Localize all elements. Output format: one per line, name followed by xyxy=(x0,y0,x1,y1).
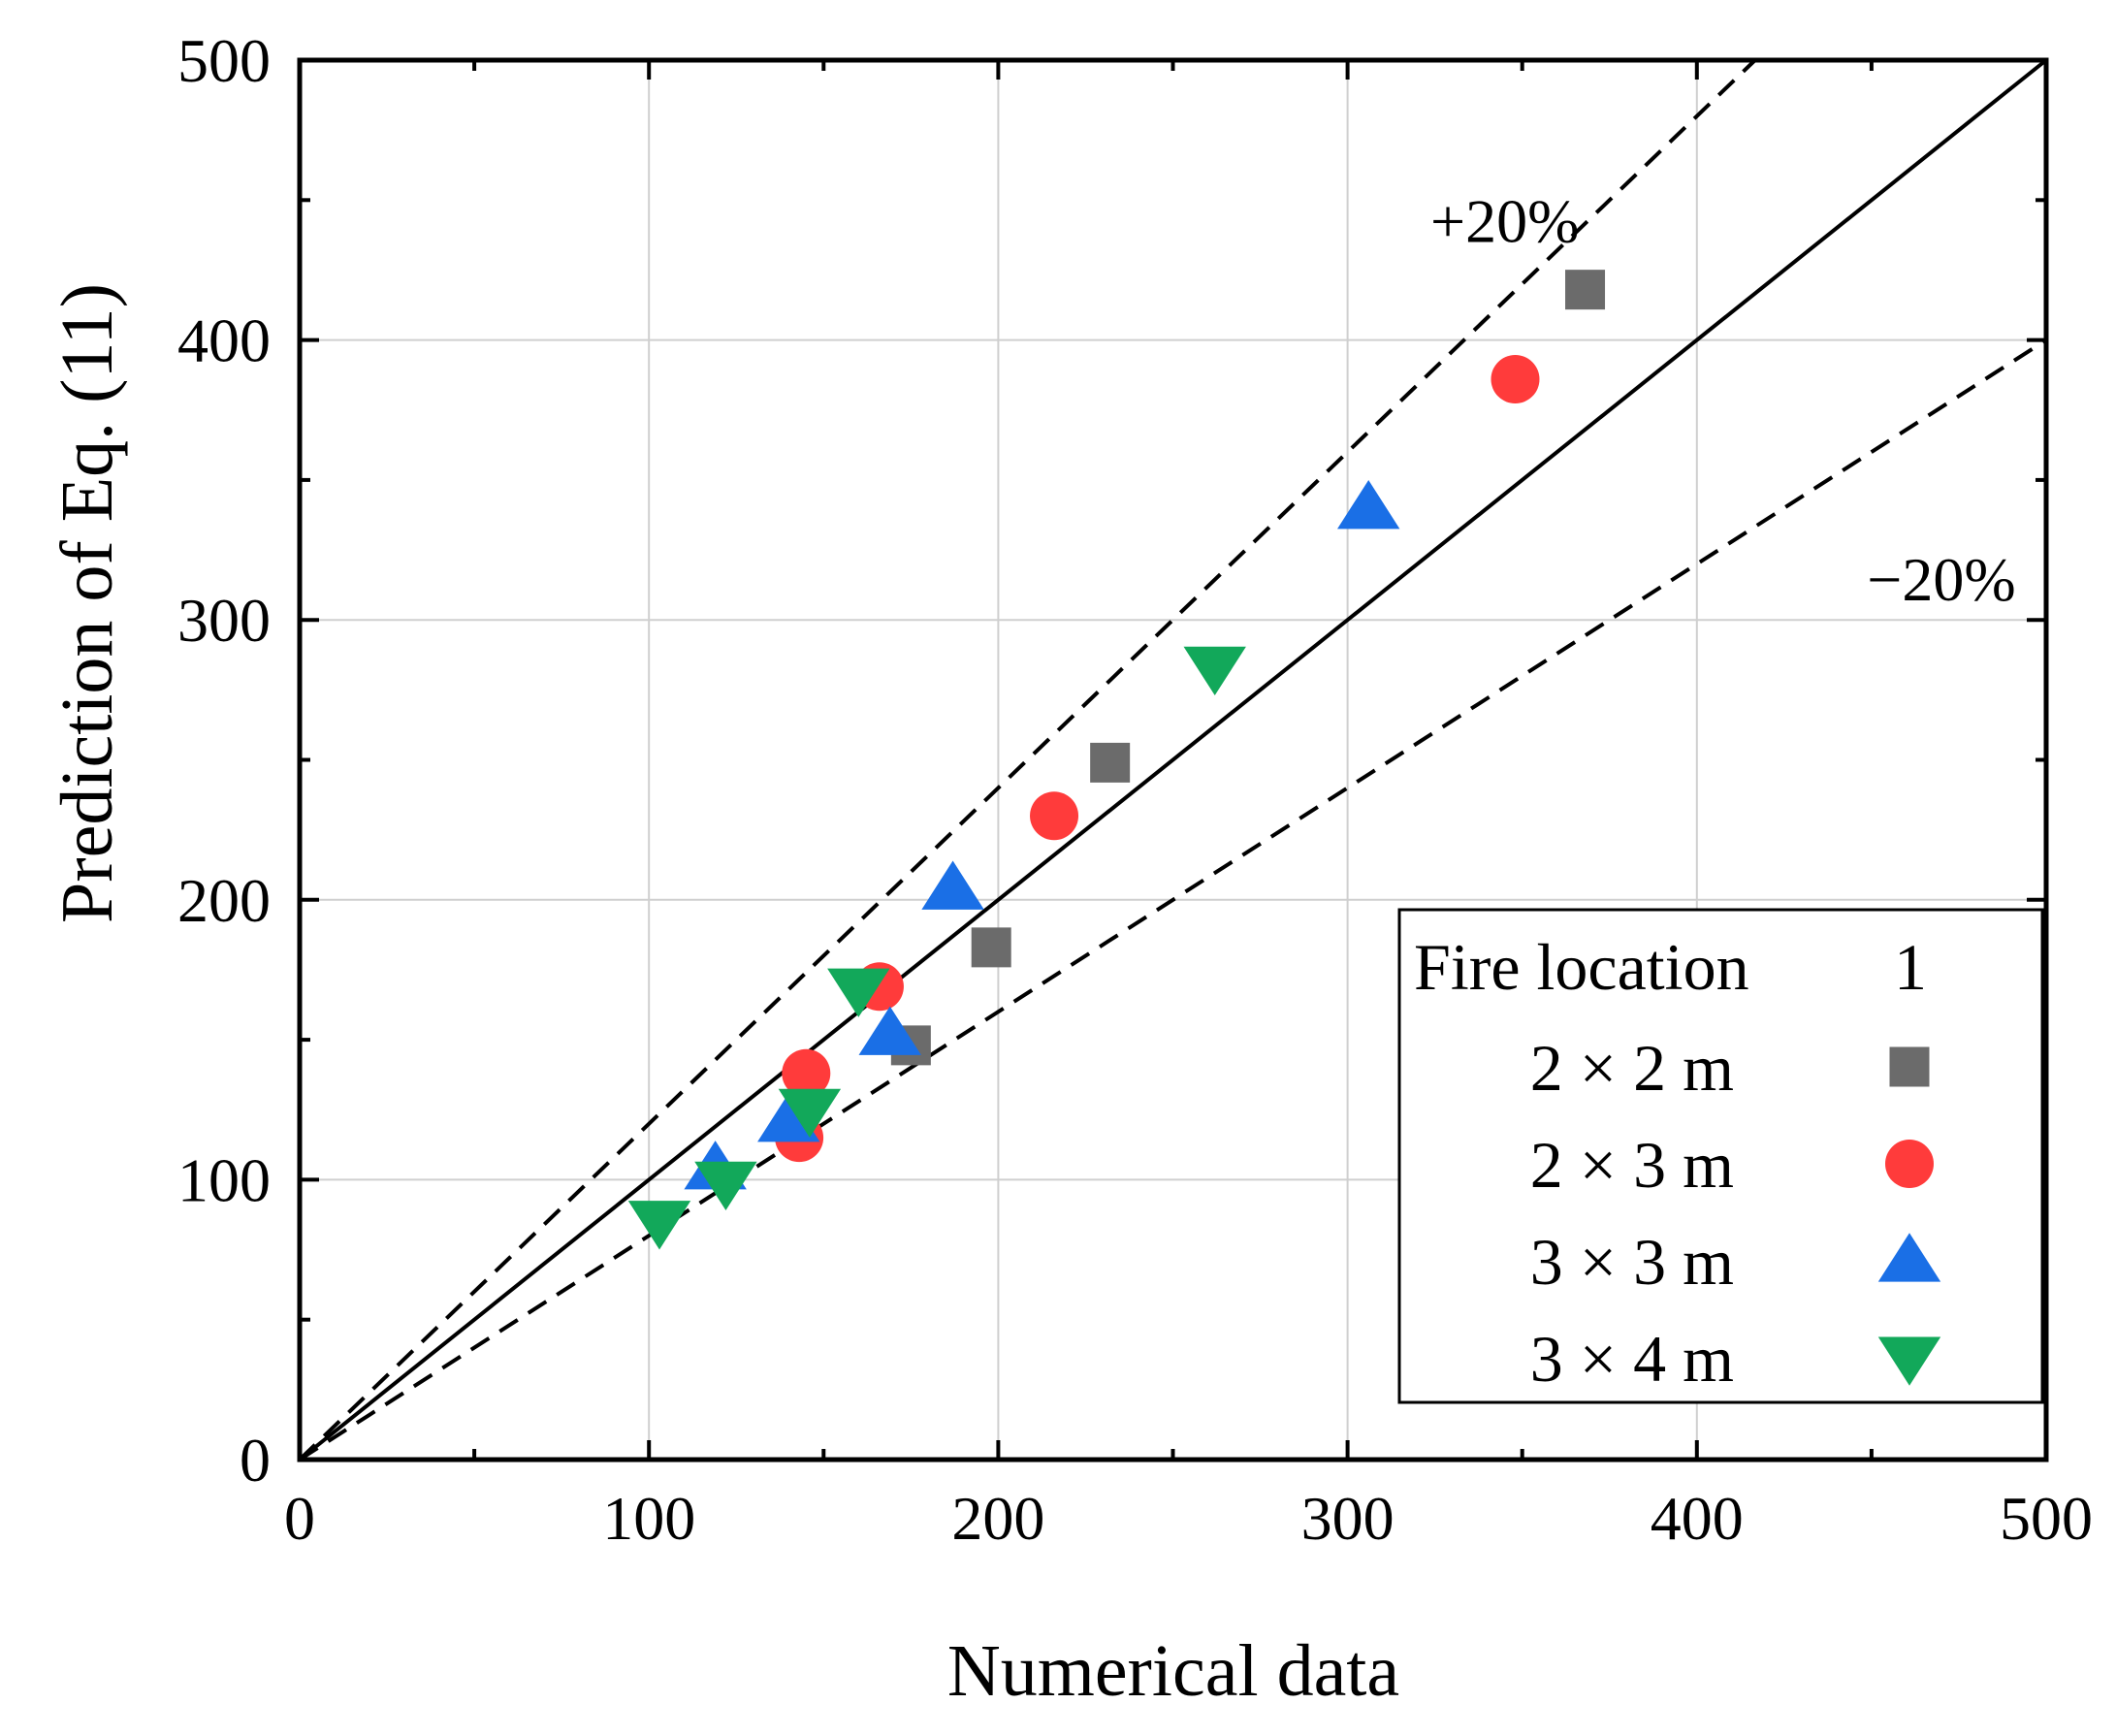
legend-title: Fire location xyxy=(1414,930,1749,1004)
data-point xyxy=(1337,480,1400,530)
x-tick-label: 0 xyxy=(284,1484,315,1553)
data-point xyxy=(1491,355,1540,404)
legend-label: 2 × 3 m xyxy=(1530,1128,1734,1202)
annotation-label: +20% xyxy=(1430,187,1579,256)
reference-line xyxy=(298,338,2048,1462)
data-point xyxy=(971,927,1011,968)
legend-label: 3 × 3 m xyxy=(1530,1225,1734,1299)
x-tick-label: 500 xyxy=(2000,1484,2093,1553)
reference-line xyxy=(298,58,2048,1462)
data-points xyxy=(627,270,1606,1250)
reference-lines xyxy=(298,58,2048,1462)
tick-labels: 0 100 200 300 400 500 0 100 200 300 400 500 xyxy=(177,26,2093,1553)
legend-label: 3 × 4 m xyxy=(1530,1322,1734,1396)
axes xyxy=(297,57,2049,1463)
x-tick-label: 300 xyxy=(1301,1484,1395,1553)
data-point xyxy=(1183,646,1246,696)
legend-label: 2 × 2 m xyxy=(1530,1031,1734,1105)
data-point xyxy=(921,860,984,910)
legend-title-value: 1 xyxy=(1894,930,1927,1004)
data-point xyxy=(858,1006,921,1055)
reference-line xyxy=(298,58,1757,1462)
y-tick-label: 500 xyxy=(177,26,271,95)
x-axis-label: Numerical data xyxy=(947,1630,1399,1712)
legend-box xyxy=(1397,908,2044,1404)
legend-marker xyxy=(1885,1140,1934,1188)
y-tick-label: 400 xyxy=(177,306,271,375)
x-tick-label: 400 xyxy=(1651,1484,1744,1553)
data-point xyxy=(827,968,890,1017)
y-tick-label: 200 xyxy=(177,866,271,935)
data-point xyxy=(627,1201,691,1250)
data-point xyxy=(1030,791,1079,841)
legend-marker xyxy=(1877,1336,1941,1386)
legend: Fire location 1 2 × 2 m 2 × 3 m 3 × 3 m 3 × 4… xyxy=(1397,908,2044,1404)
data-point xyxy=(778,1088,842,1138)
legend-marker xyxy=(1877,1233,1941,1282)
x-tick-label: 200 xyxy=(951,1484,1044,1553)
y-tick-label: 300 xyxy=(177,586,271,655)
annotation-label: −20% xyxy=(1867,545,2015,614)
legend-marker xyxy=(1889,1046,1930,1087)
y-tick-label: 100 xyxy=(177,1145,271,1214)
y-axis-label: Prediction of Eq. (11) xyxy=(47,283,128,923)
y-tick-label: 0 xyxy=(240,1426,271,1495)
data-point xyxy=(1090,742,1131,783)
data-point xyxy=(1565,270,1606,310)
data-point xyxy=(782,1048,831,1098)
annotations: +20% −20% xyxy=(1430,187,2016,614)
x-tick-label: 100 xyxy=(602,1484,695,1553)
data-point xyxy=(694,1161,757,1211)
data-point xyxy=(757,1093,820,1142)
